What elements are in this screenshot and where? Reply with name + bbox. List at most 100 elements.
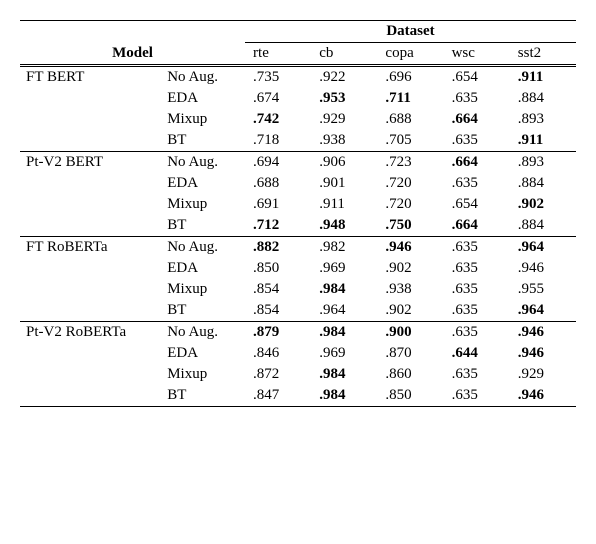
cell-value: .664 — [444, 109, 510, 130]
cell-value: .938 — [377, 279, 443, 300]
cell-value: .893 — [510, 152, 576, 174]
cell-value: .902 — [510, 194, 576, 215]
table-row: FT BERTNo Aug..735.922.696.654.911 — [20, 66, 576, 89]
cell-value: .850 — [377, 385, 443, 407]
augmentation-name: BT — [161, 300, 245, 322]
cell-value: .964 — [510, 237, 576, 259]
cell-value: .902 — [377, 258, 443, 279]
cell-value: .929 — [311, 109, 377, 130]
cell-value: .705 — [377, 130, 443, 152]
results-table: Dataset Model rte cb copa wsc sst2 FT BE… — [20, 20, 576, 407]
cell-value: .711 — [377, 88, 443, 109]
cell-value: .902 — [377, 300, 443, 322]
cell-value: .854 — [245, 300, 311, 322]
cell-value: .929 — [510, 364, 576, 385]
table-row: EDA.846.969.870.644.946 — [20, 343, 576, 364]
augmentation-name: Mixup — [161, 279, 245, 300]
cell-value: .946 — [510, 258, 576, 279]
table-row: FT RoBERTaNo Aug..882.982.946.635.964 — [20, 237, 576, 259]
table-row: Mixup.691.911.720.654.902 — [20, 194, 576, 215]
cell-value: .664 — [444, 215, 510, 237]
table-row: Pt-V2 RoBERTaNo Aug..879.984.900.635.946 — [20, 322, 576, 344]
cell-value: .884 — [510, 88, 576, 109]
table-row: EDA.674.953.711.635.884 — [20, 88, 576, 109]
table-row: BT.718.938.705.635.911 — [20, 130, 576, 152]
table-row: Mixup.854.984.938.635.955 — [20, 279, 576, 300]
cell-value: .674 — [245, 88, 311, 109]
cell-value: .911 — [510, 66, 576, 89]
cell-value: .938 — [311, 130, 377, 152]
table-row: BT.847.984.850.635.946 — [20, 385, 576, 407]
cell-value: .906 — [311, 152, 377, 174]
cell-value: .946 — [510, 385, 576, 407]
table-row: EDA.688.901.720.635.884 — [20, 173, 576, 194]
cell-value: .847 — [245, 385, 311, 407]
cell-value: .712 — [245, 215, 311, 237]
augmentation-name: No Aug. — [161, 66, 245, 89]
cell-value: .635 — [444, 88, 510, 109]
cell-value: .688 — [245, 173, 311, 194]
cell-value: .644 — [444, 343, 510, 364]
col-wsc: wsc — [444, 43, 510, 66]
cell-value: .984 — [311, 279, 377, 300]
col-cb: cb — [311, 43, 377, 66]
cell-value: .635 — [444, 364, 510, 385]
model-name: Pt-V2 BERT — [20, 152, 161, 174]
col-copa: copa — [377, 43, 443, 66]
model-header: Model — [20, 43, 245, 66]
cell-value: .854 — [245, 279, 311, 300]
cell-value: .688 — [377, 109, 443, 130]
model-name: FT RoBERTa — [20, 237, 161, 259]
cell-value: .694 — [245, 152, 311, 174]
cell-value: .893 — [510, 109, 576, 130]
cell-value: .969 — [311, 258, 377, 279]
augmentation-name: No Aug. — [161, 237, 245, 259]
augmentation-name: No Aug. — [161, 322, 245, 344]
cell-value: .635 — [444, 279, 510, 300]
table-row: Pt-V2 BERTNo Aug..694.906.723.664.893 — [20, 152, 576, 174]
cell-value: .664 — [444, 152, 510, 174]
cell-value: .860 — [377, 364, 443, 385]
cell-value: .946 — [377, 237, 443, 259]
cell-value: .872 — [245, 364, 311, 385]
cell-value: .911 — [510, 130, 576, 152]
cell-value: .635 — [444, 300, 510, 322]
cell-value: .922 — [311, 66, 377, 89]
cell-value: .946 — [510, 322, 576, 344]
augmentation-name: BT — [161, 215, 245, 237]
cell-value: .879 — [245, 322, 311, 344]
cell-value: .870 — [377, 343, 443, 364]
cell-value: .720 — [377, 173, 443, 194]
cell-value: .635 — [444, 237, 510, 259]
cell-value: .964 — [510, 300, 576, 322]
dataset-header: Dataset — [245, 21, 576, 43]
cell-value: .635 — [444, 258, 510, 279]
col-sst2: sst2 — [510, 43, 576, 66]
cell-value: .900 — [377, 322, 443, 344]
cell-value: .742 — [245, 109, 311, 130]
cell-value: .984 — [311, 364, 377, 385]
cell-value: .955 — [510, 279, 576, 300]
cell-value: .901 — [311, 173, 377, 194]
model-name: Pt-V2 RoBERTa — [20, 322, 161, 344]
cell-value: .654 — [444, 194, 510, 215]
cell-value: .969 — [311, 343, 377, 364]
cell-value: .982 — [311, 237, 377, 259]
augmentation-name: Mixup — [161, 364, 245, 385]
cell-value: .884 — [510, 215, 576, 237]
cell-value: .635 — [444, 173, 510, 194]
cell-value: .696 — [377, 66, 443, 89]
augmentation-name: EDA — [161, 173, 245, 194]
cell-value: .718 — [245, 130, 311, 152]
col-rte: rte — [245, 43, 311, 66]
model-name: FT BERT — [20, 66, 161, 89]
cell-value: .691 — [245, 194, 311, 215]
cell-value: .723 — [377, 152, 443, 174]
table-row: BT.712.948.750.664.884 — [20, 215, 576, 237]
augmentation-name: EDA — [161, 343, 245, 364]
cell-value: .984 — [311, 385, 377, 407]
cell-value: .948 — [311, 215, 377, 237]
cell-value: .911 — [311, 194, 377, 215]
augmentation-name: BT — [161, 385, 245, 407]
cell-value: .635 — [444, 130, 510, 152]
